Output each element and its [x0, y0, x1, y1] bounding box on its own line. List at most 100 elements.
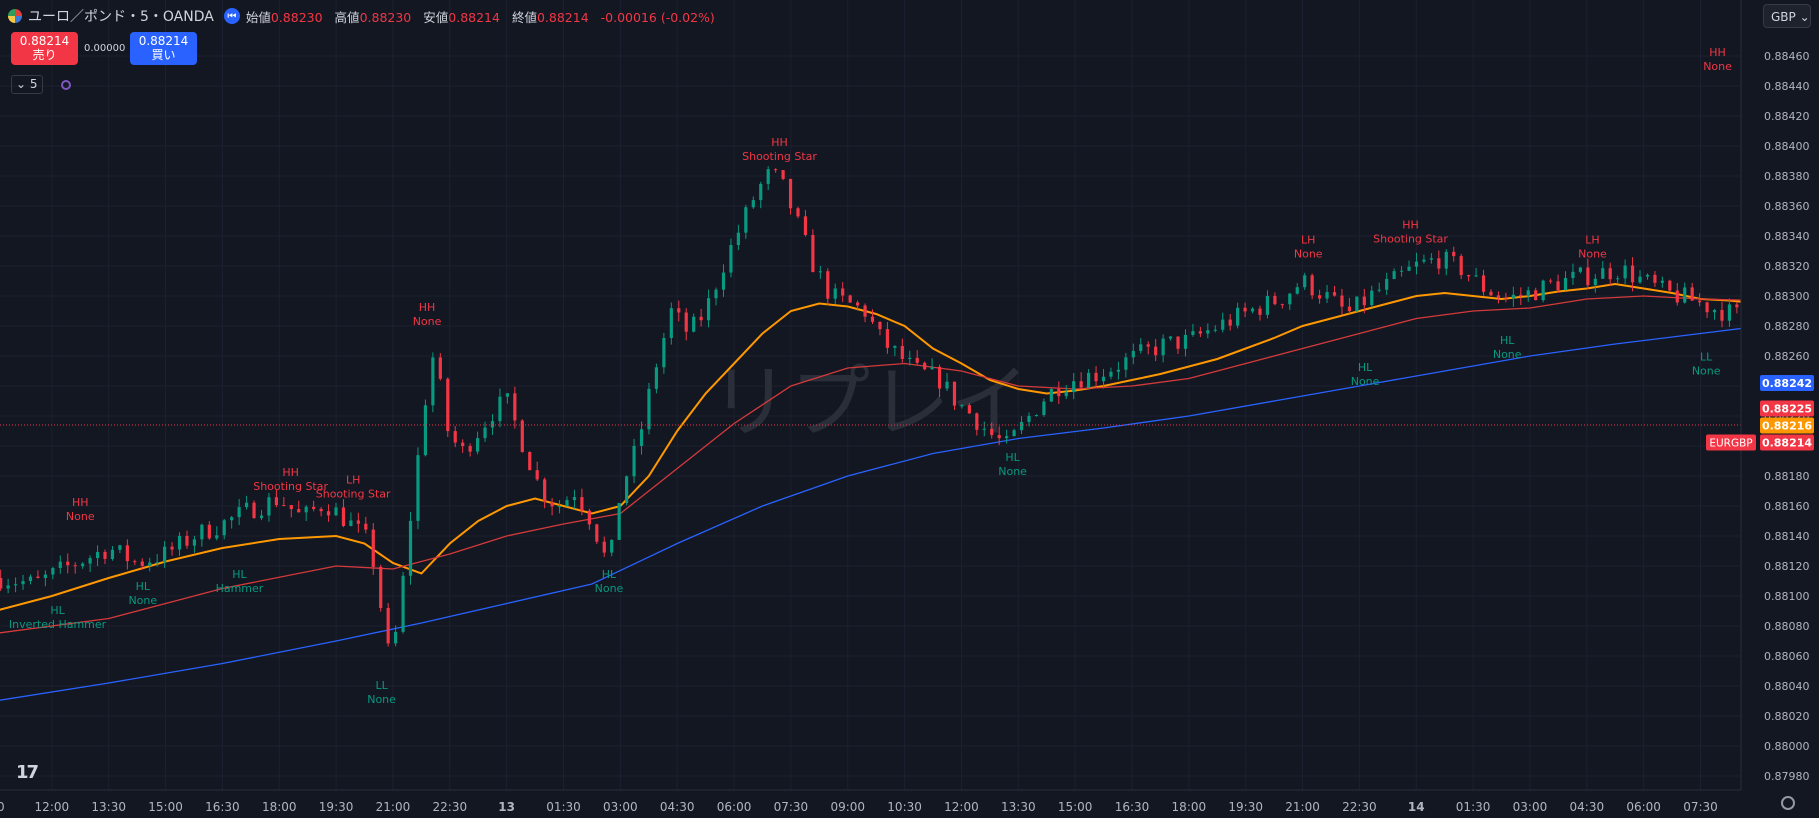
candle-body: [692, 316, 696, 332]
symbol-title[interactable]: ユーロ／ポンド・5・OANDA: [28, 9, 214, 25]
candle: [259, 509, 264, 521]
candle-body: [1258, 308, 1262, 315]
candle-body: [811, 234, 815, 273]
candle: [304, 505, 308, 522]
candle: [110, 546, 115, 561]
candle: [51, 566, 55, 580]
candle: [155, 554, 159, 567]
high-label: 高値: [334, 9, 360, 25]
y-tick-label: 0.88380: [1764, 170, 1810, 183]
candle: [602, 536, 606, 557]
x-tick-label: 18:00: [1172, 800, 1207, 814]
candle: [1005, 429, 1009, 444]
candle-body: [535, 470, 539, 480]
candle-body: [498, 396, 502, 422]
pattern-label-low: HL: [1500, 334, 1515, 347]
candle-body: [1146, 344, 1150, 347]
candle: [699, 308, 703, 327]
low-label: 安値: [423, 9, 449, 25]
buy-button[interactable]: 0.88214 買い: [130, 32, 197, 65]
currency-select[interactable]: GBP ⌄: [1763, 4, 1811, 28]
candle-body: [222, 520, 226, 536]
candle-body: [1310, 275, 1314, 296]
candle-body: [13, 584, 18, 586]
candle-body: [1325, 292, 1329, 299]
candle-body: [297, 509, 301, 513]
price-axis-badge: [1760, 375, 1814, 391]
candle: [632, 438, 636, 484]
candle: [1109, 367, 1113, 380]
candle-body: [1005, 436, 1009, 439]
candle-body: [1489, 291, 1493, 296]
candle: [1019, 416, 1024, 435]
interval-toggle[interactable]: ⌄ 5: [11, 75, 43, 94]
candle-body: [1467, 275, 1471, 277]
pattern-label-high: Shooting Star: [316, 488, 391, 501]
settings-icon[interactable]: [1781, 796, 1795, 810]
candle: [1072, 373, 1076, 400]
candle-body: [1429, 258, 1433, 260]
candle-body: [207, 524, 211, 539]
ohlc-values: 始値0.88230 高値0.88230 安値0.88214 終値0.88214 …: [246, 7, 723, 26]
candle-body: [192, 539, 197, 546]
candle-body: [1265, 296, 1270, 315]
candle-body: [1094, 372, 1098, 382]
candle: [356, 512, 360, 533]
x-tick-label: 22:30: [1342, 800, 1377, 814]
candle-body: [1168, 336, 1173, 339]
candle-body: [103, 551, 107, 559]
x-tick-label: 15:00: [148, 800, 183, 814]
candle-body: [833, 288, 837, 299]
candle-body: [1586, 267, 1590, 286]
candle-body: [394, 631, 398, 644]
replay-icon[interactable]: ⏮: [223, 8, 240, 24]
sell-button[interactable]: 0.88214 売り: [11, 32, 78, 65]
candle-body: [453, 431, 457, 443]
price-axis-badge: [1760, 434, 1814, 451]
candle: [200, 523, 204, 547]
candle: [774, 168, 778, 173]
candle: [1556, 274, 1560, 293]
candle: [1541, 279, 1545, 303]
candle: [1429, 253, 1433, 264]
candle: [1250, 307, 1255, 314]
candle-body: [1496, 295, 1501, 298]
tradingview-logo[interactable]: 17: [16, 762, 39, 783]
candle-body: [982, 428, 986, 430]
candle: [163, 540, 167, 568]
candle-body: [587, 510, 591, 525]
candle-body: [170, 546, 174, 550]
candle-body: [1273, 296, 1277, 305]
candle: [1608, 262, 1612, 286]
y-tick-label: 0.88080: [1764, 620, 1810, 633]
symbol-tag: [1706, 434, 1756, 451]
candle: [1385, 272, 1389, 295]
y-tick-label: 0.88000: [1764, 740, 1810, 753]
candle: [669, 302, 673, 345]
candle-body: [826, 271, 830, 299]
y-tick-label: 0.88360: [1764, 200, 1810, 213]
candle: [625, 475, 629, 506]
candle-body: [557, 506, 562, 508]
candle-body: [1183, 334, 1188, 349]
candle-body: [244, 502, 249, 508]
candle: [1303, 272, 1307, 290]
candle: [647, 382, 651, 435]
candle-body: [51, 568, 55, 575]
pattern-label-low: LL: [1700, 351, 1713, 364]
candle-body: [356, 520, 360, 524]
candle: [1377, 282, 1381, 293]
candle: [967, 403, 971, 414]
candle-body: [1392, 271, 1396, 279]
moving-average-line-1: [0, 271, 1819, 611]
candle: [1549, 278, 1553, 284]
candle: [1437, 250, 1441, 275]
candle: [379, 564, 383, 612]
candle: [729, 238, 733, 278]
candle-body: [334, 507, 338, 516]
candle: [1295, 283, 1299, 295]
buy-price: 0.88214: [138, 34, 189, 48]
interval-value: 5: [29, 77, 38, 91]
candle: [73, 562, 77, 574]
